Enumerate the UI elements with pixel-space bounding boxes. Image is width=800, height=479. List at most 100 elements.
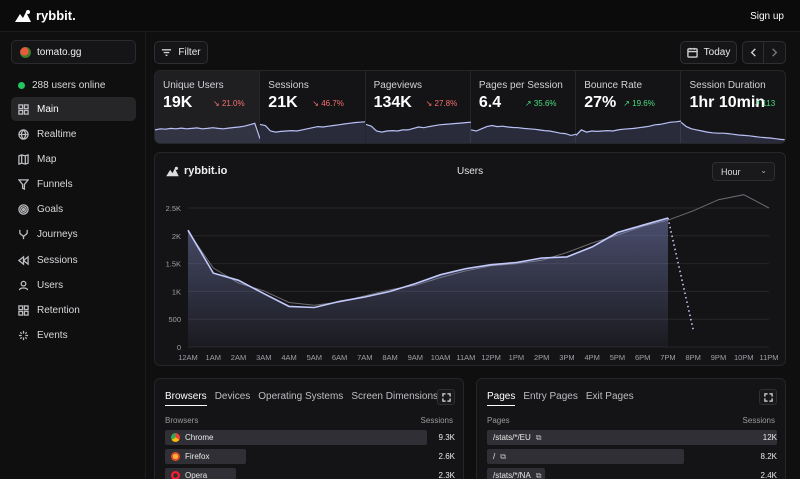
- trend-up-icon: ↗: [623, 99, 630, 108]
- sidebar-item-events[interactable]: Events: [11, 324, 136, 348]
- sidebar-item-realtime[interactable]: Realtime: [11, 122, 136, 146]
- funnel-icon: [18, 179, 29, 191]
- row-value: 9.3K: [438, 433, 455, 442]
- stat-card-sessions[interactable]: Sessions 21K ↘ 46.7%: [260, 71, 366, 143]
- sparkline-area: [681, 122, 785, 143]
- chevron-left-icon: [750, 48, 756, 57]
- row-value: 12K: [762, 433, 777, 442]
- stat-card-bounce-rate[interactable]: Bounce Rate 27% ↗ 19.6%: [576, 71, 682, 143]
- table-row[interactable]: Chrome 9.3K: [165, 430, 455, 445]
- x-tick-label: 11AM: [456, 353, 475, 362]
- sparkline-line: [576, 120, 682, 136]
- sparkline-area: [365, 122, 471, 143]
- pages-tabs: Pages Entry Pages Exit Pages: [487, 391, 634, 406]
- tab-browsers[interactable]: Browsers: [165, 391, 207, 406]
- stat-value: 6.4: [478, 94, 502, 111]
- stat-change: ↘ 27.8%: [426, 99, 458, 108]
- sidebar-item-retention[interactable]: Retention: [11, 299, 136, 323]
- tab-exit-pages[interactable]: Exit Pages: [585, 391, 634, 402]
- sidebar-item-goals[interactable]: Goals: [11, 198, 136, 222]
- x-tick-label: 9PM: [711, 353, 726, 362]
- rewind-icon: [18, 255, 29, 266]
- external-link-icon[interactable]: ⧉: [535, 432, 542, 442]
- x-tick-label: 1PM: [509, 353, 524, 362]
- y-tick-label: 1.5K: [166, 260, 181, 269]
- table-row[interactable]: /stats/*/EU ⧉ 12K: [487, 430, 777, 445]
- sidebar-item-journeys[interactable]: Journeys: [11, 223, 136, 247]
- users-line: [187, 217, 669, 309]
- y-tick-label: 500: [168, 315, 181, 324]
- stat-sparkline: [681, 121, 785, 143]
- external-link-icon[interactable]: ⧉: [535, 470, 542, 479]
- date-range-button[interactable]: Today: [680, 41, 737, 64]
- y-tick-label: 2.5K: [166, 204, 181, 213]
- x-tick-label: 6PM: [635, 353, 650, 362]
- table-row[interactable]: Firefox 2.6K: [165, 449, 455, 464]
- x-tick-label: 11PM: [759, 353, 778, 362]
- sparkline-line: [365, 121, 471, 133]
- x-tick-label: 12PM: [481, 353, 501, 362]
- table-row[interactable]: Opera 2.3K: [165, 468, 455, 479]
- sidebar-item-funnels[interactable]: Funnels: [11, 173, 136, 197]
- stat-change: ↘ 21.0%: [213, 99, 245, 108]
- sparkline-area: [470, 125, 576, 143]
- pages-column-label: Pages: [487, 416, 510, 425]
- filter-button[interactable]: Filter: [154, 41, 208, 64]
- x-tick-label: 5AM: [307, 353, 322, 362]
- browsers-tabs: Browsers Devices Operating Systems Scree…: [165, 391, 438, 406]
- tab-devices[interactable]: Devices: [214, 391, 251, 402]
- row-label: Chrome: [165, 433, 213, 442]
- stat-change-value: 27.8%: [434, 99, 458, 108]
- sign-up-link[interactable]: Sign up: [750, 11, 784, 22]
- row-label: Opera: [165, 471, 207, 479]
- x-tick-label: 7PM: [660, 353, 675, 362]
- sidebar-item-label: Retention: [37, 305, 80, 316]
- brand-logo[interactable]: rybbit.: [14, 8, 76, 23]
- stat-change: ↗ 35.6%: [525, 99, 557, 108]
- external-link-icon[interactable]: ⧉: [500, 451, 506, 461]
- row-label-text: /stats/*/EU: [493, 433, 531, 442]
- pages-sessions-label: Sessions: [742, 416, 775, 425]
- table-row[interactable]: / ⧉ 8.2K: [487, 449, 777, 464]
- tab-screen-dimensions[interactable]: Screen Dimensions: [351, 391, 439, 402]
- stats-row: Unique Users 19K ↘ 21.0% Sessions 21K ↘ 46.7%…: [154, 70, 786, 144]
- stat-label: Session Duration: [689, 80, 766, 91]
- table-row[interactable]: /stats/*/NA ⧉ 2.4K: [487, 468, 777, 479]
- tab-entry-pages[interactable]: Entry Pages: [523, 391, 578, 402]
- x-tick-label: 2AM: [231, 353, 246, 362]
- sidebar-item-label: Events: [37, 330, 68, 342]
- firefox-icon: [171, 452, 180, 461]
- expand-pages-button[interactable]: [759, 389, 777, 405]
- sidebar-item-map[interactable]: Map: [11, 147, 136, 171]
- stat-sparkline: [365, 121, 471, 143]
- tab-operating-systems[interactable]: Operating Systems: [258, 391, 344, 402]
- sidebar-item-label: Sessions: [37, 254, 78, 266]
- row-share-bar: [487, 468, 545, 479]
- x-tick-label: 2PM: [534, 353, 549, 362]
- stat-card-unique-users[interactable]: Unique Users 19K ↘ 21.0%: [155, 71, 261, 143]
- sidebar-item-label: Goals: [37, 204, 64, 216]
- chrome-icon: [171, 433, 180, 442]
- interval-select[interactable]: Hour ⌄: [712, 162, 775, 181]
- next-date-button[interactable]: [764, 42, 785, 63]
- sidebar-item-sessions[interactable]: Sessions: [11, 248, 136, 272]
- stat-card-session-duration[interactable]: Session Duration 1hr 10min ↗ 113: [681, 71, 785, 143]
- x-tick-label: 9AM: [408, 353, 423, 362]
- previous-date-button[interactable]: [743, 42, 765, 63]
- row-label-text: Firefox: [185, 452, 210, 461]
- row-share-bar: [165, 449, 247, 464]
- sidebar-item-main[interactable]: Main: [11, 97, 136, 121]
- expand-browsers-button[interactable]: [437, 389, 455, 405]
- sidebar-item-users[interactable]: Users: [11, 273, 136, 297]
- row-label-text: Opera: [185, 471, 208, 479]
- stat-card-pages-per-session[interactable]: Pages per Session 6.4 ↗ 35.6%: [470, 71, 577, 143]
- x-tick-label: 4AM: [281, 353, 296, 362]
- site-selector[interactable]: tomato.gg: [11, 40, 136, 64]
- date-range-label: Today: [703, 47, 731, 58]
- stat-card-pageviews[interactable]: Pageviews 134K ↘ 27.8%: [365, 71, 471, 143]
- sparkline-line: [470, 124, 576, 137]
- target-icon: [18, 204, 29, 215]
- sparkline-area: [576, 121, 682, 143]
- tab-pages[interactable]: Pages: [487, 391, 516, 406]
- stat-label: Unique Users: [163, 80, 224, 91]
